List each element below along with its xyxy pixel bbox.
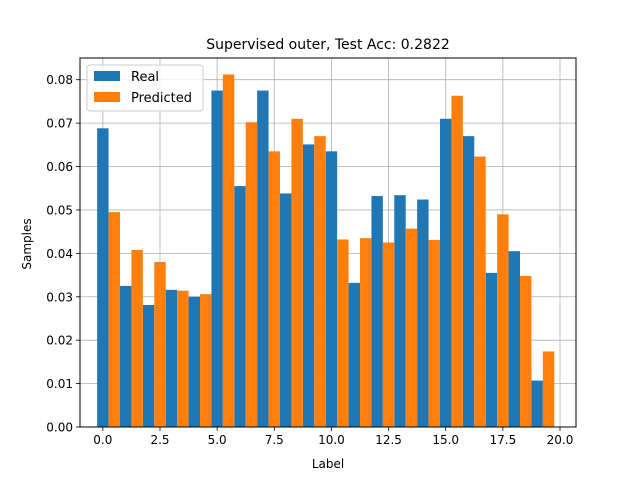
bar-real-6 — [234, 186, 246, 427]
bar-real-11 — [348, 282, 360, 427]
bar-predicted-17 — [497, 214, 509, 427]
bar-predicted-6 — [245, 122, 258, 427]
y-tick-label: 0.07 — [46, 117, 73, 131]
bar-real-3 — [165, 289, 178, 427]
legend-swatch-predicted — [94, 92, 120, 102]
bar-real-13 — [394, 195, 406, 427]
bar-real-16 — [462, 136, 475, 427]
bars — [97, 74, 555, 428]
x-tick-label: 12.5 — [375, 433, 402, 447]
y-tick-label: 0.05 — [46, 203, 73, 217]
bar-predicted-15 — [451, 95, 463, 427]
y-tick-label: 0.00 — [46, 421, 73, 435]
y-tick-label: 0.03 — [46, 290, 73, 304]
legend-label-real: Real — [131, 70, 159, 85]
x-tick-label: 17.5 — [489, 433, 516, 447]
bar-real-19 — [531, 380, 543, 427]
bar-predicted-5 — [222, 74, 235, 428]
bar-real-10 — [325, 151, 338, 427]
y-tick-label: 0.06 — [46, 160, 73, 174]
x-tick-label: 20.0 — [547, 433, 574, 447]
bar-predicted-4 — [200, 294, 212, 427]
y-axis-label: Samples — [20, 218, 34, 269]
y-tick-label: 0.02 — [46, 334, 73, 348]
bar-predicted-12 — [382, 242, 395, 427]
bar-predicted-0 — [108, 212, 120, 427]
plot-frame — [79, 57, 577, 428]
bar-predicted-2 — [154, 262, 166, 427]
legend-label-predicted: Predicted — [131, 91, 192, 106]
bar-real-8 — [280, 193, 292, 427]
bar-real-1 — [120, 285, 132, 427]
bar-predicted-9 — [314, 136, 326, 427]
bar-predicted-19 — [542, 351, 555, 427]
chart-title: Supervised outer, Test Acc: 0.2822 — [206, 37, 450, 53]
y-tick-label: 0.08 — [46, 73, 73, 87]
bar-real-9 — [302, 144, 315, 427]
x-tick-label: 7.5 — [265, 433, 284, 447]
bar-predicted-16 — [474, 156, 486, 427]
bar-predicted-18 — [520, 275, 532, 427]
legend-swatch-real — [94, 71, 120, 81]
bar-real-14 — [417, 199, 429, 427]
y-axis: 0.00 0.01 0.02 0.03 0.04 0.05 0.06 0.07 0.08 — [46, 73, 80, 435]
bar-predicted-7 — [268, 151, 280, 427]
bar-real-12 — [371, 196, 383, 427]
bar-real-4 — [188, 296, 200, 427]
bar-real-18 — [508, 251, 520, 427]
bar-real-15 — [440, 118, 452, 427]
bar-predicted-11 — [360, 238, 372, 427]
x-tick-label: 15.0 — [432, 433, 459, 447]
bar-predicted-10 — [337, 239, 349, 427]
bar-real-7 — [257, 90, 269, 427]
y-tick-label: 0.01 — [46, 377, 73, 391]
y-tick-label: 0.04 — [46, 247, 73, 261]
legend: Real Predicted — [86, 64, 204, 112]
bar-predicted-13 — [405, 228, 418, 427]
bar-predicted-14 — [428, 239, 440, 427]
bar-predicted-8 — [291, 118, 303, 427]
x-axis-label: Label — [312, 457, 344, 471]
bar-real-2 — [142, 305, 155, 427]
x-tick-label: 0.0 — [93, 433, 112, 447]
bar-real-0 — [97, 128, 109, 427]
x-axis: 0.0 2.5 5.0 7.5 10.0 12.5 15.0 17.5 20.0 — [93, 427, 573, 447]
bar-real-17 — [485, 272, 498, 427]
bar-real-5 — [211, 90, 223, 427]
x-tick-label: 5.0 — [208, 433, 227, 447]
bar-predicted-1 — [131, 249, 143, 427]
x-tick-label: 2.5 — [150, 433, 169, 447]
bar-predicted-3 — [177, 290, 189, 427]
x-tick-label: 10.0 — [318, 433, 345, 447]
